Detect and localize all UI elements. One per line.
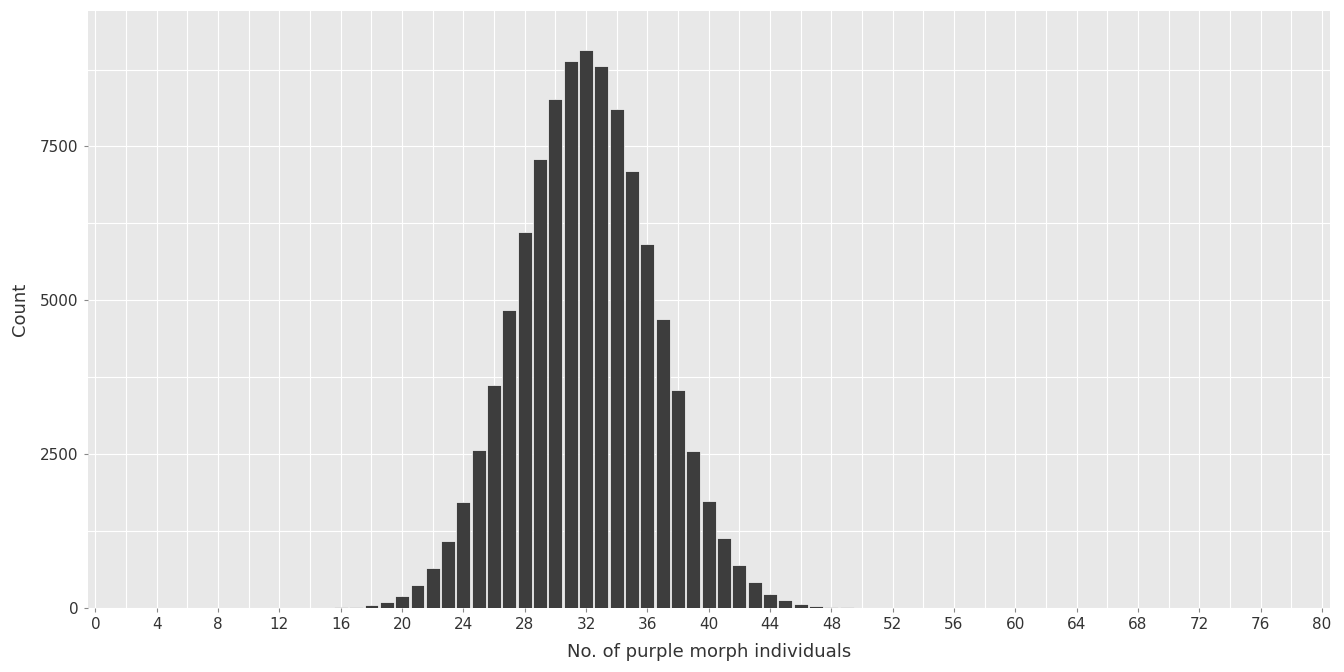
Bar [426, 568, 439, 607]
Bar [794, 604, 808, 607]
Bar [534, 159, 547, 607]
Bar [364, 605, 378, 607]
Bar [410, 585, 425, 607]
Bar [671, 390, 685, 607]
Y-axis label: Count: Count [11, 283, 30, 336]
Bar [594, 67, 609, 607]
X-axis label: No. of purple morph individuals: No. of purple morph individuals [567, 643, 851, 661]
Bar [472, 450, 485, 607]
Bar [380, 602, 394, 607]
Bar [395, 596, 409, 607]
Bar [487, 384, 501, 607]
Bar [687, 452, 700, 607]
Bar [778, 600, 792, 607]
Bar [625, 171, 638, 607]
Bar [702, 501, 715, 607]
Bar [732, 564, 746, 607]
Bar [441, 541, 456, 607]
Bar [763, 593, 777, 607]
Bar [656, 319, 669, 607]
Bar [641, 243, 655, 607]
Bar [517, 233, 532, 607]
Bar [503, 310, 516, 607]
Bar [610, 109, 624, 607]
Bar [718, 538, 731, 607]
Bar [579, 50, 593, 607]
Bar [564, 61, 578, 607]
Bar [548, 99, 562, 607]
Bar [747, 583, 762, 607]
Bar [809, 606, 823, 607]
Bar [457, 502, 470, 607]
